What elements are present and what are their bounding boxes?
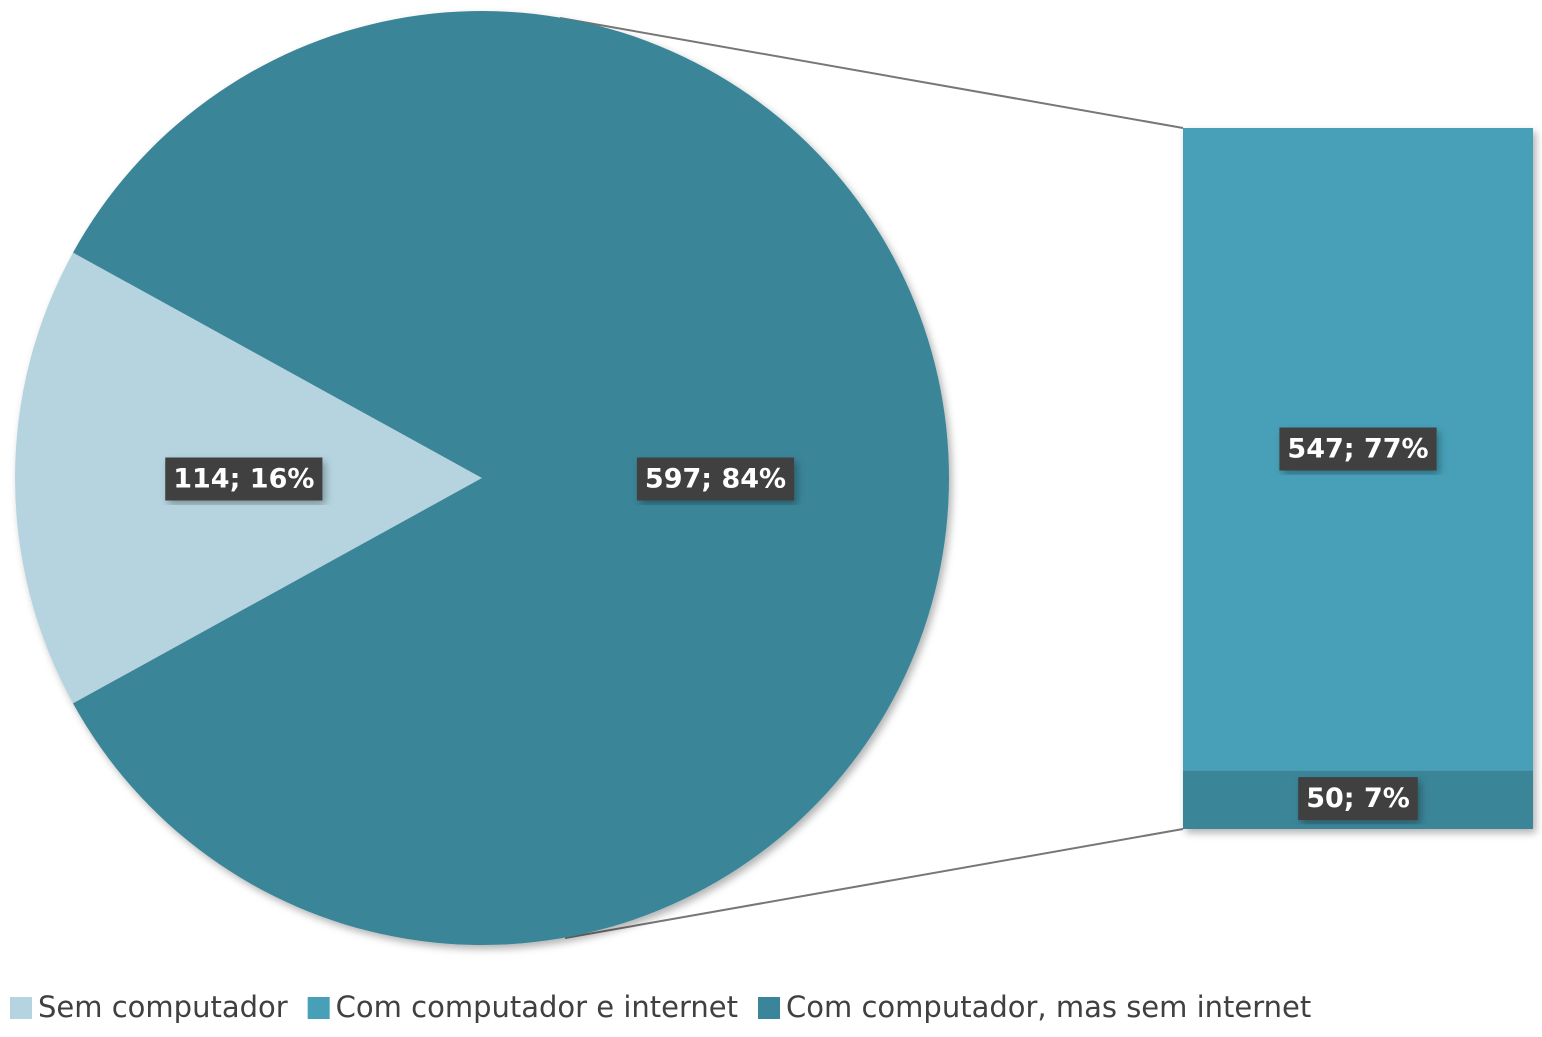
legend-label: Sem computador — [38, 990, 288, 1024]
data-label-box — [1298, 777, 1418, 821]
connector — [559, 17, 1184, 129]
legend-label: Com computador e internet — [336, 990, 738, 1024]
pie-slice — [73, 11, 949, 946]
data-label: 547; 77% — [1279, 427, 1437, 471]
data-label-text: 547; 77% — [1287, 434, 1428, 465]
data-label-box — [1279, 427, 1437, 471]
pie — [14, 11, 949, 946]
data-label-text: 50; 7% — [1306, 783, 1410, 814]
data-label-box — [636, 457, 795, 501]
data-label-box — [165, 457, 323, 501]
legend-label: Com computador, mas sem internet — [786, 990, 1311, 1024]
connector — [564, 828, 1184, 939]
data-label-text: 114; 16% — [173, 464, 314, 495]
legend-swatch — [10, 997, 32, 1019]
data-label: 114; 16% — [165, 457, 323, 501]
legend: Sem computador Com computador e internet C… — [10, 990, 1311, 1024]
data-label: 50; 7% — [1298, 777, 1418, 821]
data-label-text: 597; 84% — [645, 464, 786, 495]
legend-swatch — [758, 997, 781, 1019]
legend-swatch — [307, 997, 330, 1019]
data-label: 597; 84% — [636, 457, 795, 501]
bar-of-pie — [1183, 128, 1533, 829]
